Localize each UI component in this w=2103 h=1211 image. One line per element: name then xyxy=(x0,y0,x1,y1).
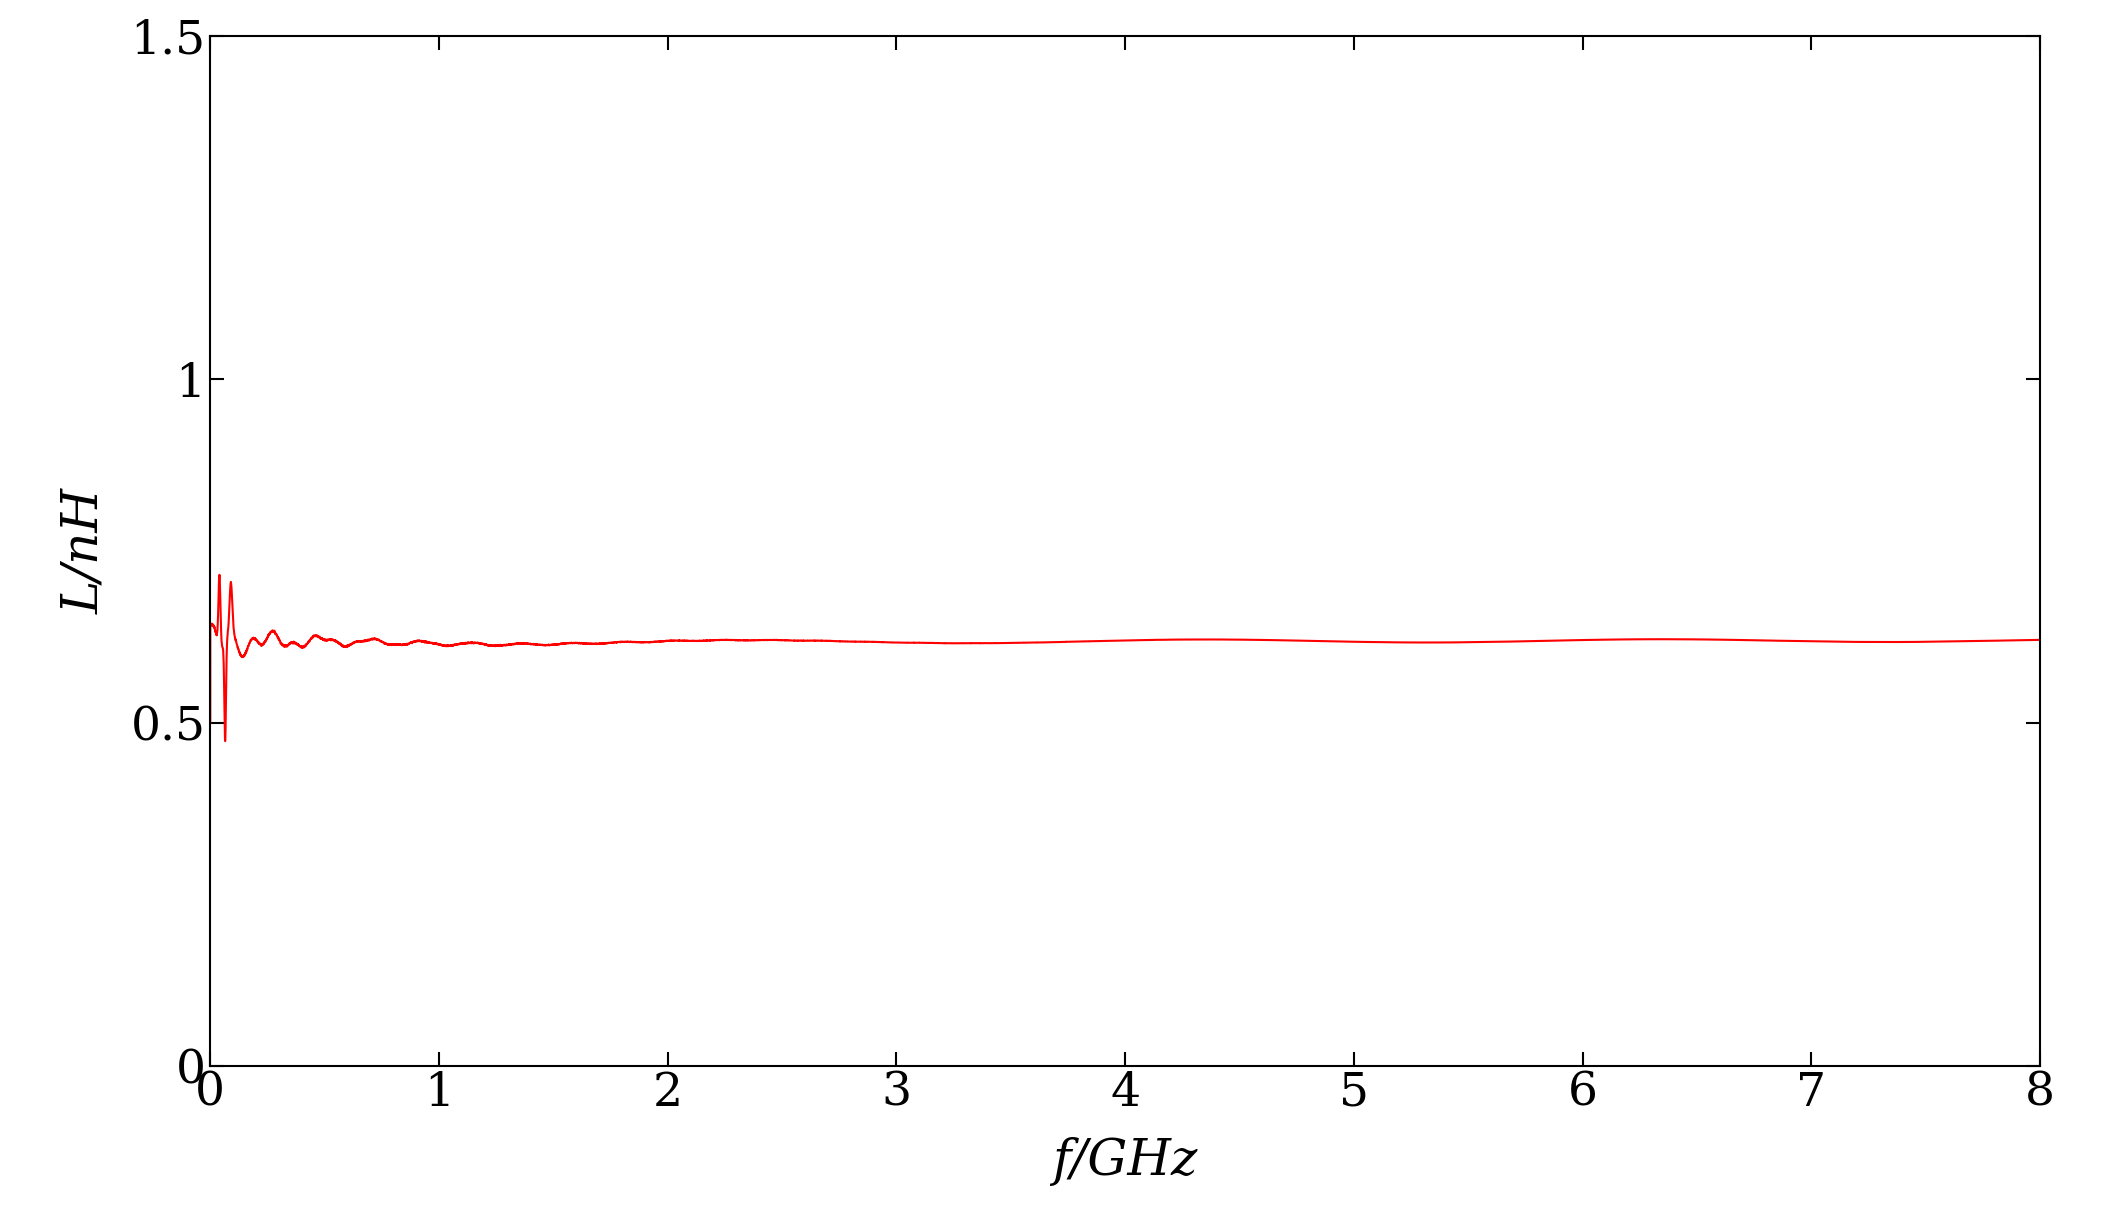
X-axis label: f/GHz: f/GHz xyxy=(1052,1137,1199,1186)
Y-axis label: L/nH: L/nH xyxy=(61,488,109,614)
